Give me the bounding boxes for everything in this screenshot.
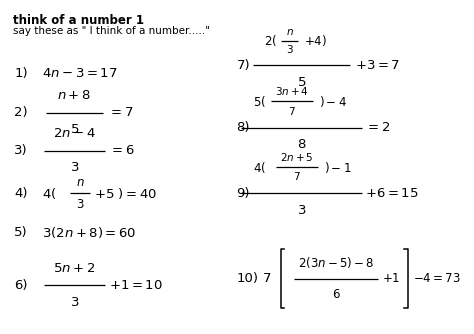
Text: say these as " I think of a number.....": say these as " I think of a number....." [13, 26, 210, 36]
Text: $3$: $3$ [70, 161, 79, 174]
Text: $3(2n + 8) = 60$: $3(2n + 8) = 60$ [42, 225, 137, 240]
Text: 1): 1) [14, 67, 28, 80]
Text: $5$: $5$ [297, 76, 306, 89]
Text: $3n + 4$: $3n + 4$ [275, 86, 309, 98]
Text: 6): 6) [14, 279, 28, 292]
Text: 8): 8) [237, 121, 250, 134]
Text: 9): 9) [237, 187, 250, 200]
Text: $6$: $6$ [332, 288, 340, 301]
Text: 4): 4) [14, 187, 28, 200]
Text: 5): 5) [14, 226, 28, 239]
Text: $+ 1 =  10$: $+ 1 = 10$ [109, 279, 163, 292]
Text: 10): 10) [237, 272, 259, 285]
Text: $= 7$: $= 7$ [108, 106, 134, 119]
Text: $4n - 3 = 17$: $4n - 3 = 17$ [42, 67, 118, 80]
Text: $4($: $4($ [253, 160, 266, 174]
Text: $3$: $3$ [76, 198, 84, 211]
Text: $5($: $5($ [253, 94, 266, 109]
Text: $4($: $4($ [42, 186, 57, 201]
Text: $2(3n - 5) - 8$: $2(3n - 5) - 8$ [298, 256, 374, 271]
Text: $+ 5\ ) = 40$: $+ 5\ ) = 40$ [94, 186, 157, 201]
Text: $+ 4)$: $+ 4)$ [304, 33, 327, 48]
Text: $3$: $3$ [70, 296, 79, 309]
Text: $+ 1$: $+ 1$ [383, 272, 401, 285]
Text: $+ 3 =  7$: $+ 3 = 7$ [355, 59, 400, 72]
Text: $n + 8$: $n + 8$ [57, 89, 91, 102]
Text: $= 2$: $= 2$ [365, 121, 391, 134]
Text: 3): 3) [14, 144, 28, 157]
Text: $+ 6 =  15$: $+ 6 = 15$ [365, 187, 419, 200]
Text: $7$: $7$ [262, 272, 272, 285]
Text: $) - 1$: $) - 1$ [324, 160, 351, 174]
Text: $5n + 2$: $5n + 2$ [54, 262, 96, 275]
Text: $7$: $7$ [293, 170, 301, 182]
Text: $2n - 4$: $2n - 4$ [53, 127, 96, 140]
Text: $= 6$: $= 6$ [109, 144, 135, 157]
Text: $- 4 =  73$: $- 4 = 73$ [412, 272, 460, 285]
Text: $2n + 5$: $2n + 5$ [280, 151, 314, 163]
Text: $7$: $7$ [288, 105, 296, 117]
Text: $3$: $3$ [297, 204, 306, 217]
Text: $n$: $n$ [286, 27, 294, 37]
Text: 2): 2) [14, 106, 28, 119]
Text: 7): 7) [237, 59, 250, 72]
Text: think of a number 1: think of a number 1 [13, 14, 144, 27]
Text: $2($: $2($ [264, 33, 277, 48]
Text: $8$: $8$ [297, 138, 306, 151]
Text: $n$: $n$ [76, 176, 84, 189]
Text: $) - 4$: $) - 4$ [319, 94, 347, 109]
Text: $3$: $3$ [286, 43, 294, 55]
Text: $5$: $5$ [70, 123, 79, 136]
